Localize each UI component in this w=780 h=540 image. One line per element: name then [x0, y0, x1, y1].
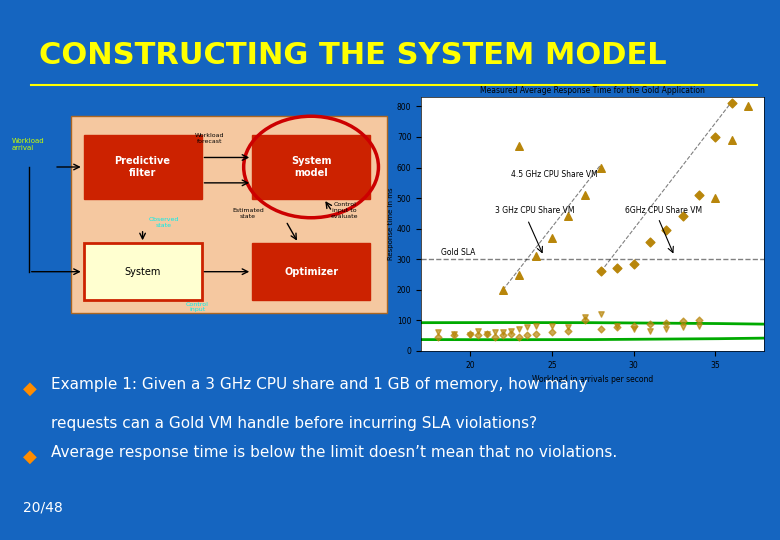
Text: System: System: [124, 267, 161, 276]
Point: [505, 329, 517, 338]
Point: [448, 329, 460, 338]
Point: [594, 325, 607, 333]
Point: [579, 313, 591, 321]
Text: 3 GHz CPU Share VM: 3 GHz CPU Share VM: [495, 206, 574, 215]
Point: [725, 99, 738, 107]
Point: [676, 317, 689, 326]
Text: Optimizer: Optimizer: [284, 267, 338, 276]
Point: [627, 322, 640, 330]
Point: [709, 133, 722, 141]
Point: [611, 323, 623, 332]
Point: [693, 191, 705, 199]
Title: Measured Average Response Time for the Gold Application: Measured Average Response Time for the G…: [480, 86, 705, 95]
Point: [562, 212, 575, 221]
Text: Control
input to
evaluate: Control input to evaluate: [331, 202, 359, 219]
Point: [521, 331, 534, 340]
Text: CONSTRUCTING THE SYSTEM MODEL: CONSTRUCTING THE SYSTEM MODEL: [39, 40, 667, 70]
Point: [644, 320, 656, 329]
Point: [579, 191, 591, 199]
Point: [472, 326, 484, 335]
FancyBboxPatch shape: [252, 136, 370, 199]
Point: [644, 238, 656, 247]
Point: [448, 331, 460, 340]
Text: ◆: ◆: [23, 380, 37, 398]
Y-axis label: Response time in ms: Response time in ms: [388, 188, 394, 260]
Point: [562, 326, 575, 335]
Point: [505, 326, 517, 335]
Point: [594, 267, 607, 276]
Point: [742, 102, 754, 111]
Point: [660, 226, 672, 234]
Point: [725, 136, 738, 144]
Point: [530, 329, 542, 338]
Text: 20/48: 20/48: [23, 500, 63, 514]
FancyBboxPatch shape: [83, 243, 201, 300]
Text: Control
input: Control input: [186, 301, 209, 312]
Text: Example 1: Given a 3 GHz CPU share and 1 GB of memory, how many: Example 1: Given a 3 GHz CPU share and 1…: [51, 377, 587, 392]
Point: [513, 325, 526, 333]
Point: [497, 328, 509, 336]
Point: [693, 322, 705, 330]
Text: requests can a Gold VM handle before incurring SLA violations?: requests can a Gold VM handle before inc…: [51, 416, 537, 431]
Point: [660, 325, 672, 333]
Point: [627, 325, 640, 333]
Point: [497, 286, 509, 294]
Point: [579, 315, 591, 324]
Text: Observed
state: Observed state: [148, 218, 179, 228]
FancyBboxPatch shape: [71, 116, 387, 313]
Point: [546, 328, 558, 336]
Point: [513, 270, 526, 279]
Point: [530, 322, 542, 330]
Point: [627, 260, 640, 268]
Point: [594, 163, 607, 172]
FancyBboxPatch shape: [252, 243, 370, 300]
Point: [497, 331, 509, 340]
Point: [660, 319, 672, 327]
Point: [488, 332, 501, 341]
Text: ◆: ◆: [23, 448, 37, 466]
Point: [521, 323, 534, 332]
X-axis label: Workload in arrivals per second: Workload in arrivals per second: [532, 375, 654, 384]
Text: Predictive
filter: Predictive filter: [115, 156, 171, 178]
Point: [480, 329, 493, 338]
Text: Estimated
state: Estimated state: [232, 208, 264, 219]
Text: Gold SLA: Gold SLA: [441, 248, 475, 256]
Point: [611, 264, 623, 273]
Point: [676, 323, 689, 332]
Text: Workload
forecast: Workload forecast: [195, 133, 225, 144]
Point: [530, 252, 542, 260]
FancyBboxPatch shape: [83, 136, 201, 199]
Text: Workload
arrival: Workload arrival: [12, 138, 44, 151]
Point: [546, 233, 558, 242]
Text: 4.5 GHz CPU Share VM: 4.5 GHz CPU Share VM: [511, 170, 597, 179]
Point: [644, 326, 656, 335]
Point: [488, 328, 501, 336]
Text: 6GHz CPU Share VM: 6GHz CPU Share VM: [626, 206, 703, 215]
Point: [464, 329, 477, 338]
Point: [513, 332, 526, 341]
Point: [693, 315, 705, 324]
Point: [431, 332, 444, 341]
Point: [480, 329, 493, 338]
Point: [464, 331, 477, 340]
Point: [513, 142, 526, 151]
Point: [594, 309, 607, 318]
Text: System
model: System model: [291, 156, 332, 178]
Point: [546, 322, 558, 330]
Point: [709, 194, 722, 202]
Point: [472, 331, 484, 340]
Point: [676, 212, 689, 221]
Point: [431, 328, 444, 336]
Text: Average response time is below the limit doesn’t mean that no violations.: Average response time is below the limit…: [51, 445, 617, 460]
Point: [562, 323, 575, 332]
Point: [611, 322, 623, 330]
